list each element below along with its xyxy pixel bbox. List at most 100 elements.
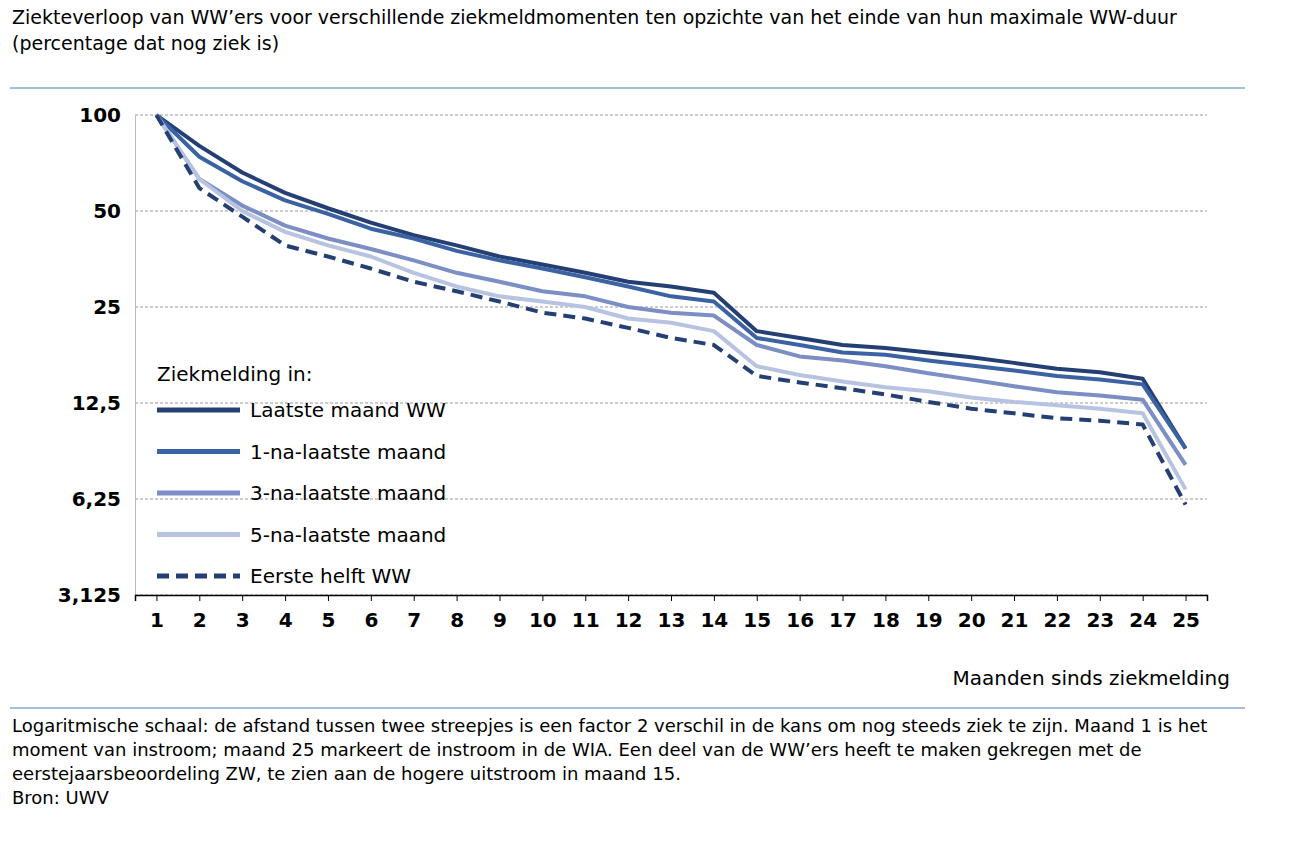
y-tick-label: 6,25	[72, 487, 121, 511]
x-tick-mark	[928, 595, 929, 601]
x-tick-mark	[499, 595, 500, 601]
x-axis-title: Maanden sinds ziekmelding	[952, 666, 1230, 690]
x-tick-mark	[328, 595, 329, 601]
rule	[10, 88, 1245, 89]
x-tick-label: 24	[1129, 608, 1157, 632]
x-tick: 25	[1172, 595, 1200, 632]
title-line: Ziekteverloop van WW’ers voor verschille…	[12, 6, 1177, 28]
legend-swatch	[157, 408, 240, 413]
x-tick: 12	[615, 595, 643, 632]
x-tick: 13	[658, 595, 686, 632]
x-tick-label: 15	[743, 608, 771, 632]
x-tick: 22	[1043, 595, 1071, 632]
x-tick-label: 12	[615, 608, 643, 632]
annotation-line: moment van instroom; maand 25 markeert d…	[12, 739, 1142, 760]
x-tick-mark	[757, 595, 758, 601]
y-tick: 3,125	[58, 583, 135, 607]
y-axis: 100 50 25 12,5 6,25 3,125	[58, 103, 136, 607]
annotation: Bron: UWV	[12, 787, 110, 808]
y-tick-label: 3,125	[58, 583, 121, 607]
x-tick-mark	[714, 595, 715, 601]
x-tick: 5	[321, 595, 335, 632]
legend-label: 5-na-laatste maand	[250, 523, 446, 547]
x-tick: 18	[872, 595, 900, 632]
x-tick-mark	[971, 595, 972, 601]
series-line	[156, 115, 1185, 465]
x-tick-label: 5	[321, 608, 335, 632]
x-tick-mark	[242, 595, 243, 601]
x-tick-label: 9	[493, 608, 507, 632]
annotation: Logaritmische schaal: de afstand tussen …	[12, 715, 1207, 784]
x-tick-label: 8	[450, 608, 464, 632]
x-axis: 1234567891011121314151617181920212223242…	[136, 595, 1208, 632]
series-line	[156, 115, 1185, 505]
legend-label: Eerste helft WW	[250, 564, 411, 588]
title-line: (percentage dat nog ziek is)	[12, 32, 279, 54]
y-tick-label: 12,5	[72, 391, 121, 415]
legend-swatch	[157, 449, 240, 454]
annotation-line: Logaritmische schaal: de afstand tussen …	[12, 715, 1207, 736]
x-tick-mark	[156, 595, 157, 601]
x-tick: 14	[700, 595, 728, 632]
x-tick: 9	[493, 595, 507, 632]
x-tick-mark	[285, 595, 286, 601]
x-tick-label: 10	[529, 608, 557, 632]
x-tick-label: 21	[1001, 608, 1029, 632]
legend-swatch	[157, 532, 240, 537]
x-tick-label: 4	[279, 608, 293, 632]
x-tick-mark	[1100, 595, 1101, 601]
x-tick-mark	[542, 595, 543, 601]
grid-line	[135, 115, 1207, 116]
annotation-line: eerstejaarsbeoordeling ZW, te zien aan d…	[12, 763, 681, 784]
title: Ziekteverloop van WW’ers voor verschille…	[12, 6, 1177, 54]
x-tick-mark	[671, 595, 672, 601]
x-tick-label: 23	[1086, 608, 1114, 632]
y-tick: 12,5	[72, 391, 135, 415]
x-tick: 7	[407, 595, 421, 632]
x-tick-label: 20	[958, 608, 986, 632]
series-line	[156, 115, 1185, 448]
x-tick-mark	[1186, 595, 1187, 601]
legend-title: Ziekmelding in:	[157, 362, 312, 386]
x-tick-mark	[1014, 595, 1015, 601]
x-tick: 21	[1001, 595, 1029, 632]
x-tick-label: 3	[236, 608, 250, 632]
legend-label: 1-na-laatste maand	[250, 440, 446, 464]
x-tick-mark	[1143, 595, 1144, 601]
x-tick-label: 22	[1043, 608, 1071, 632]
y-tick-label: 50	[93, 199, 121, 223]
x-tick-mark	[371, 595, 372, 601]
x-tick: 16	[786, 595, 814, 632]
x-tick: 19	[915, 595, 943, 632]
x-tick-mark	[199, 595, 200, 601]
x-tick: 6	[364, 595, 378, 632]
x-tick-label: 2	[193, 608, 207, 632]
series-line	[156, 115, 1185, 448]
x-tick-mark	[585, 595, 586, 601]
x-tick-label: 13	[658, 608, 686, 632]
series-line	[156, 115, 1185, 489]
x-tick: 10	[529, 595, 557, 632]
rule	[10, 708, 1245, 709]
y-tick: 50	[93, 199, 135, 223]
x-tick-mark	[414, 595, 415, 601]
y-tick-label: 25	[93, 295, 121, 319]
x-tick-mark	[885, 595, 886, 601]
x-tick-label: 14	[700, 608, 728, 632]
x-tick-label: 16	[786, 608, 814, 632]
x-tick-label: 18	[872, 608, 900, 632]
x-tick-mark	[457, 595, 458, 601]
x-tick: 11	[572, 595, 600, 632]
x-tick-mark	[843, 595, 844, 601]
y-tick-label: 100	[79, 103, 121, 127]
x-tick: 24	[1129, 595, 1157, 632]
legend-swatch	[157, 574, 240, 579]
x-tick: 23	[1086, 595, 1114, 632]
x-tick: 17	[829, 595, 857, 632]
x-tick-label: 11	[572, 608, 600, 632]
x-tick: 20	[958, 595, 986, 632]
x-tick: 4	[279, 595, 293, 632]
x-tick-label: 17	[829, 608, 857, 632]
x-tick: 8	[450, 595, 464, 632]
grid	[135, 115, 1207, 595]
